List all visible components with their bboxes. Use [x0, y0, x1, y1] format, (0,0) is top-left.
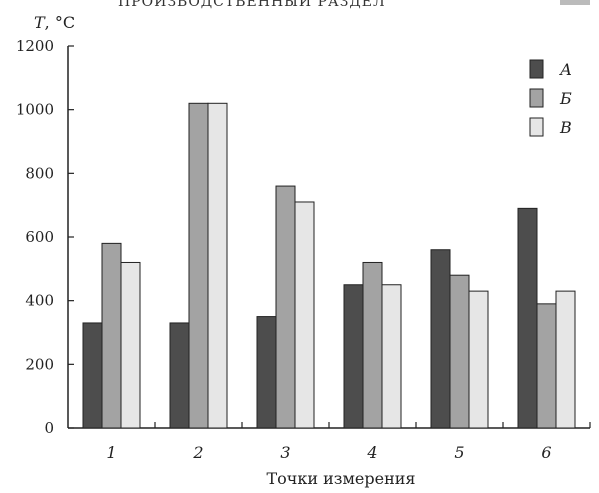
legend-swatch-А — [529, 59, 544, 79]
legend-label: Б — [559, 89, 572, 108]
bar-А-5 — [430, 249, 451, 429]
header-marker — [560, 0, 590, 5]
bar-В-1 — [120, 261, 141, 429]
bar-В-2 — [207, 102, 228, 429]
x-tick-label: 2 — [192, 443, 203, 462]
bar-Б-6 — [536, 303, 557, 429]
bar-А-6 — [517, 207, 538, 429]
legend-label: В — [559, 118, 572, 137]
y-tick-label: 1200 — [16, 37, 54, 55]
y-tick-label: 800 — [25, 164, 54, 182]
x-tick-label: 5 — [454, 443, 464, 462]
legend-label: А — [559, 60, 572, 79]
bar-В-4 — [381, 284, 402, 429]
bar-А-2 — [169, 322, 190, 429]
bar-В-6 — [555, 290, 576, 429]
y-tick-label: 200 — [25, 355, 54, 373]
y-tick-label: 600 — [25, 228, 54, 246]
x-tick-label: 6 — [541, 443, 551, 462]
legend-swatch-Б — [529, 88, 544, 108]
bar-А-3 — [256, 316, 277, 429]
x-tick-label: 3 — [280, 443, 290, 462]
bar-Б-1 — [101, 242, 122, 429]
page-header-text: ПРОИЗВОДСТВЕННЫЙ РАЗДЕЛ — [118, 0, 386, 10]
y-tick-label: 0 — [44, 419, 54, 437]
x-tick-label: 1 — [106, 443, 116, 462]
bar-В-5 — [468, 290, 489, 429]
bar-Б-5 — [449, 274, 470, 429]
bar-Б-2 — [188, 102, 209, 429]
bar-А-4 — [343, 284, 364, 429]
y-axis-title: T, °C — [34, 13, 75, 32]
plot-area: 0 200 400 600 800 1000 1200 1 2 3 4 5 6 АБВ — [16, 37, 591, 462]
y-tick-label: 400 — [25, 292, 54, 310]
bar-Б-3 — [275, 185, 296, 429]
bar-В-3 — [294, 201, 315, 429]
bar-А-1 — [82, 322, 103, 429]
x-axis-title: Точки измерения — [266, 469, 415, 488]
legend-swatch-В — [529, 117, 544, 137]
y-tick-label: 1000 — [16, 101, 54, 119]
x-tick-label: 4 — [366, 443, 377, 462]
bar-Б-4 — [362, 261, 383, 429]
